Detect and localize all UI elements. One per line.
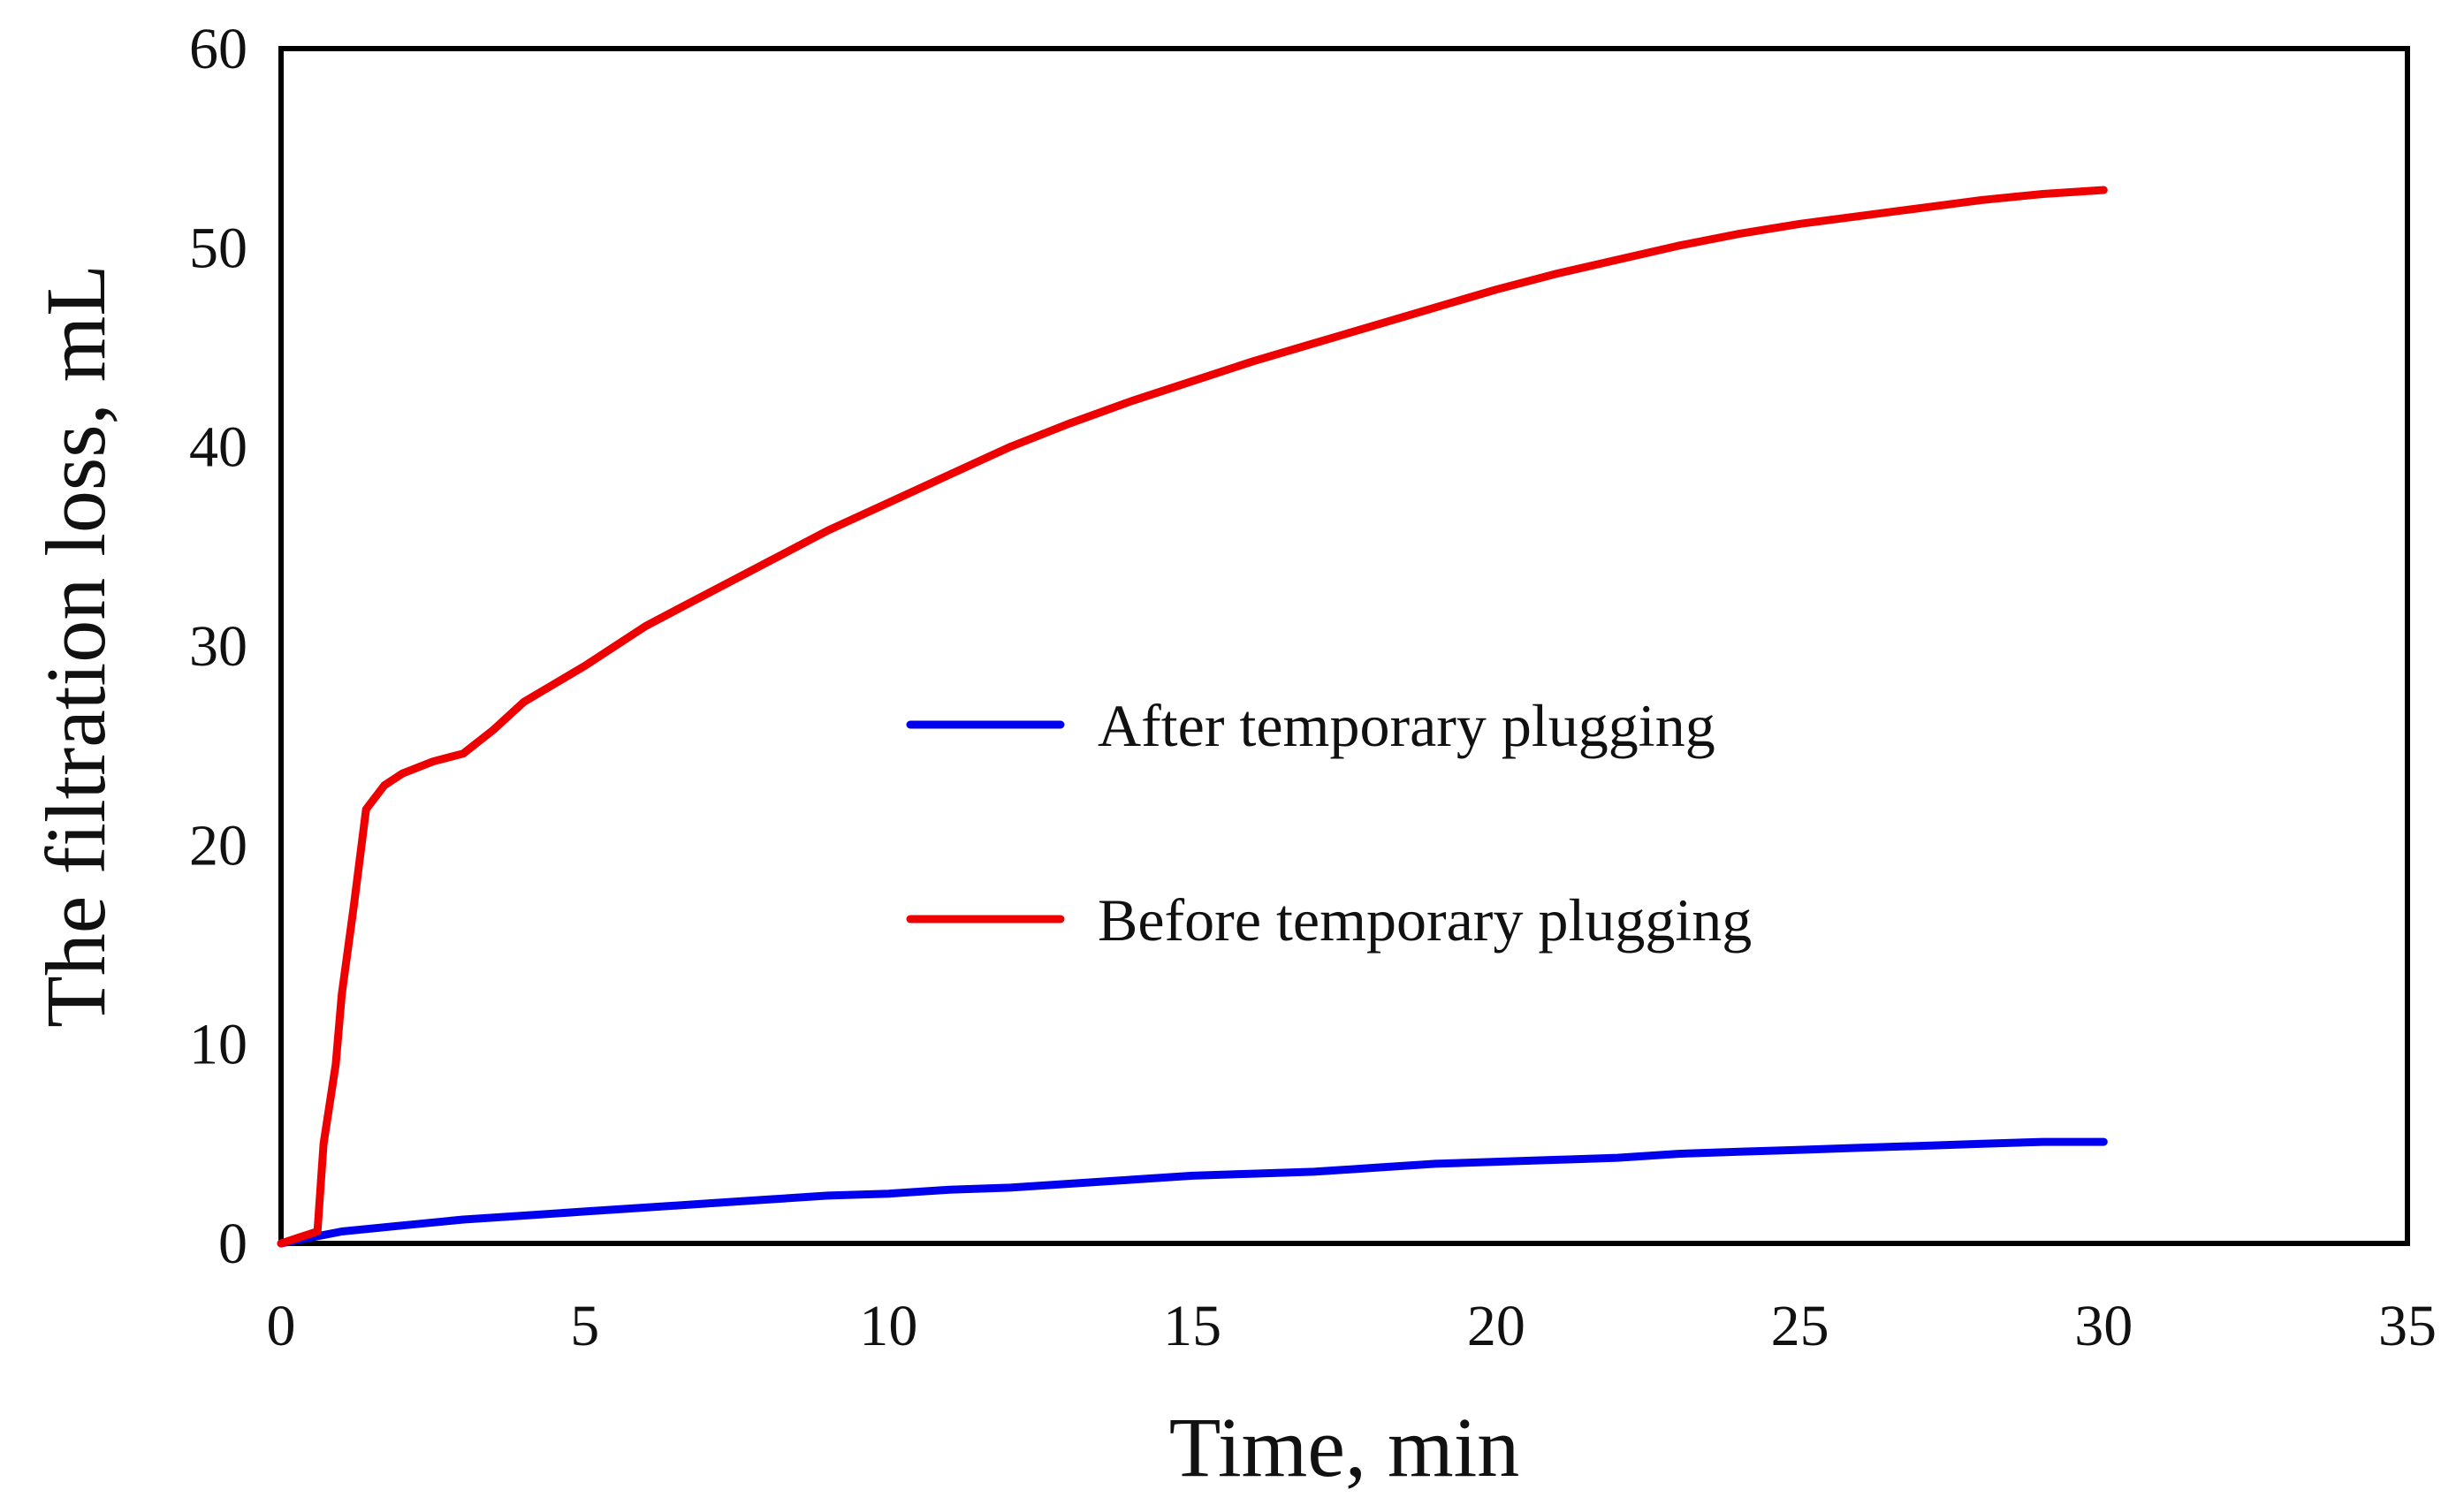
- x-tick-labels: 0 5 10 15 20 25 30 35: [267, 1294, 2437, 1358]
- y-tick-labels: 0 10 20 30 40 50 60: [189, 17, 247, 1276]
- series-layer: [277, 186, 2108, 1248]
- legend: After temporary plugging Before temporary…: [906, 692, 1752, 954]
- x-tick-label: 20: [1467, 1294, 1525, 1358]
- legend-label-2: Before temporary plugging: [1098, 886, 1752, 954]
- y-axis-title: The filtration loss, mL: [28, 264, 123, 1028]
- y-tick-label: 60: [189, 17, 247, 81]
- y-tick-label: 10: [189, 1013, 247, 1077]
- x-tick-label: 35: [2378, 1294, 2437, 1358]
- series-line-1: [277, 1137, 2108, 1248]
- y-tick-label: 30: [189, 614, 247, 679]
- x-axis-title: Time, min: [1169, 1400, 1520, 1494]
- series-line-2: [277, 186, 2108, 1248]
- y-tick-label: 20: [189, 813, 247, 878]
- x-tick-label: 10: [859, 1294, 917, 1358]
- x-tick-label: 30: [2074, 1294, 2133, 1358]
- y-tick-label: 0: [218, 1212, 247, 1276]
- plot-area: [278, 46, 2410, 1246]
- legend-label-1: After temporary plugging: [1098, 692, 1715, 759]
- y-tick-label: 40: [189, 415, 247, 480]
- x-tick-label: 0: [267, 1294, 296, 1358]
- y-tick-label: 50: [189, 216, 247, 280]
- x-tick-label: 15: [1163, 1294, 1221, 1358]
- x-tick-label: 25: [1771, 1294, 1829, 1358]
- x-tick-label: 5: [570, 1294, 599, 1358]
